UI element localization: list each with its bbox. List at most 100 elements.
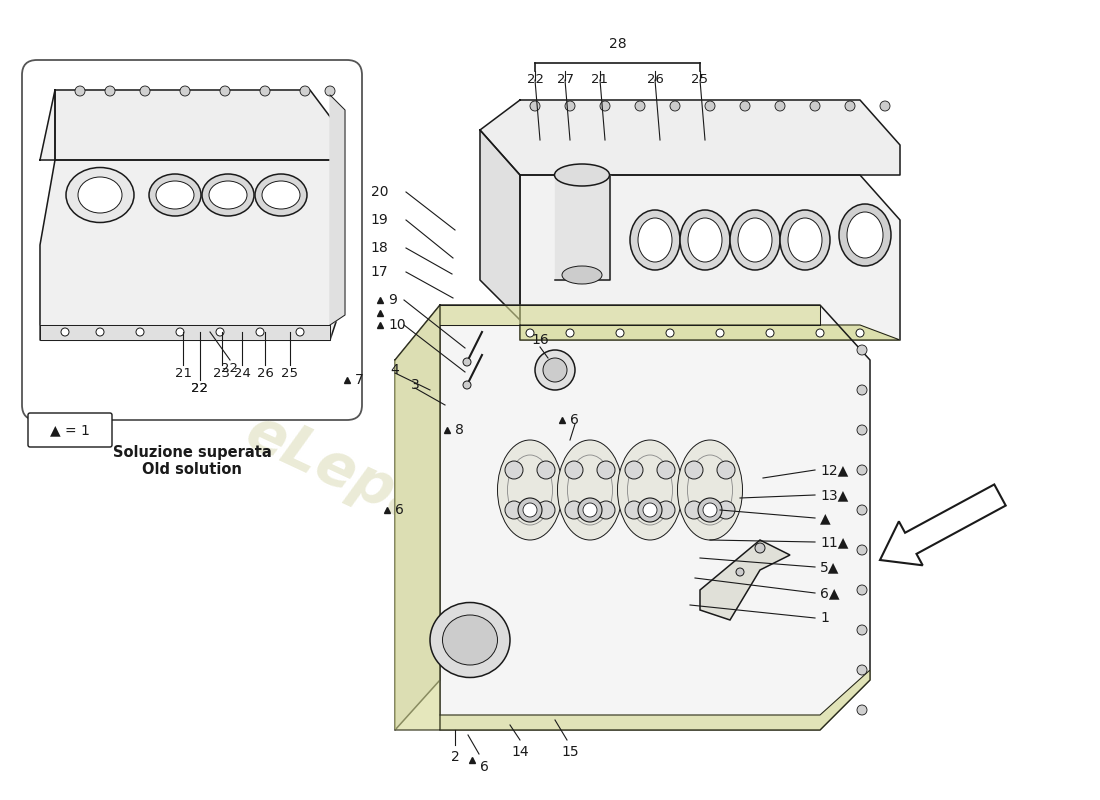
Text: 6: 6 — [480, 760, 488, 774]
Circle shape — [518, 498, 542, 522]
Polygon shape — [480, 100, 900, 175]
Text: 22: 22 — [191, 382, 209, 395]
Circle shape — [578, 498, 602, 522]
Polygon shape — [440, 305, 870, 730]
Circle shape — [644, 503, 657, 517]
Circle shape — [717, 501, 735, 519]
Circle shape — [220, 86, 230, 96]
Text: 25: 25 — [692, 73, 708, 86]
Circle shape — [857, 585, 867, 595]
Text: 21: 21 — [592, 73, 608, 86]
Circle shape — [75, 86, 85, 96]
Circle shape — [638, 498, 662, 522]
Ellipse shape — [255, 174, 307, 216]
Text: 15: 15 — [561, 745, 579, 759]
Ellipse shape — [630, 210, 680, 270]
Text: 23: 23 — [213, 367, 231, 380]
Ellipse shape — [730, 210, 780, 270]
Circle shape — [565, 501, 583, 519]
Circle shape — [256, 328, 264, 336]
Circle shape — [845, 101, 855, 111]
Polygon shape — [395, 305, 440, 730]
Circle shape — [625, 501, 644, 519]
Circle shape — [776, 101, 785, 111]
Text: 11▲: 11▲ — [820, 535, 848, 549]
Text: 16: 16 — [531, 333, 549, 347]
Circle shape — [857, 505, 867, 515]
Ellipse shape — [688, 218, 722, 262]
FancyBboxPatch shape — [28, 413, 112, 447]
Text: 10: 10 — [388, 318, 406, 332]
Circle shape — [216, 328, 224, 336]
Circle shape — [522, 503, 537, 517]
Text: 2: 2 — [451, 750, 460, 764]
Text: 7: 7 — [355, 373, 364, 387]
Ellipse shape — [680, 210, 730, 270]
Circle shape — [857, 465, 867, 475]
Polygon shape — [440, 305, 820, 325]
Circle shape — [600, 101, 610, 111]
Text: 4: 4 — [390, 363, 399, 377]
Text: 21: 21 — [175, 367, 191, 380]
Circle shape — [526, 329, 534, 337]
Text: 22: 22 — [221, 362, 239, 375]
Text: 28: 28 — [608, 37, 626, 51]
Ellipse shape — [156, 181, 194, 209]
Circle shape — [685, 461, 703, 479]
Circle shape — [857, 545, 867, 555]
Circle shape — [565, 101, 575, 111]
Ellipse shape — [262, 181, 300, 209]
Polygon shape — [520, 175, 900, 340]
Circle shape — [740, 101, 750, 111]
Ellipse shape — [202, 174, 254, 216]
Circle shape — [857, 425, 867, 435]
Circle shape — [60, 328, 69, 336]
Circle shape — [505, 461, 522, 479]
Circle shape — [816, 329, 824, 337]
Circle shape — [766, 329, 774, 337]
Text: 18: 18 — [371, 241, 388, 255]
Ellipse shape — [497, 440, 562, 540]
Circle shape — [300, 86, 310, 96]
Polygon shape — [556, 175, 610, 280]
Ellipse shape — [78, 177, 122, 213]
Circle shape — [537, 501, 556, 519]
Circle shape — [463, 358, 471, 366]
Circle shape — [857, 625, 867, 635]
Text: 27: 27 — [557, 73, 573, 86]
Circle shape — [104, 86, 116, 96]
Ellipse shape — [209, 181, 248, 209]
Circle shape — [260, 86, 270, 96]
Text: 1: 1 — [820, 611, 829, 625]
Polygon shape — [395, 305, 440, 730]
Circle shape — [583, 503, 597, 517]
Circle shape — [566, 329, 574, 337]
Circle shape — [537, 461, 556, 479]
Text: 22: 22 — [191, 382, 209, 395]
Ellipse shape — [558, 440, 623, 540]
Text: 3: 3 — [410, 378, 419, 392]
Polygon shape — [480, 130, 520, 320]
Circle shape — [463, 381, 471, 389]
Circle shape — [716, 329, 724, 337]
Circle shape — [635, 101, 645, 111]
Circle shape — [685, 501, 703, 519]
Circle shape — [880, 101, 890, 111]
Text: Soluzione superata
Old solution: Soluzione superata Old solution — [112, 445, 272, 478]
Ellipse shape — [678, 440, 743, 540]
Ellipse shape — [738, 218, 772, 262]
Circle shape — [140, 86, 150, 96]
Circle shape — [717, 461, 735, 479]
Circle shape — [666, 329, 674, 337]
Circle shape — [597, 461, 615, 479]
Circle shape — [505, 501, 522, 519]
Circle shape — [535, 350, 575, 390]
Circle shape — [857, 345, 867, 355]
Circle shape — [705, 101, 715, 111]
Circle shape — [324, 86, 336, 96]
Circle shape — [530, 101, 540, 111]
Text: 12▲: 12▲ — [820, 463, 848, 477]
Text: 19: 19 — [371, 213, 388, 227]
Ellipse shape — [66, 167, 134, 222]
FancyBboxPatch shape — [22, 60, 362, 420]
